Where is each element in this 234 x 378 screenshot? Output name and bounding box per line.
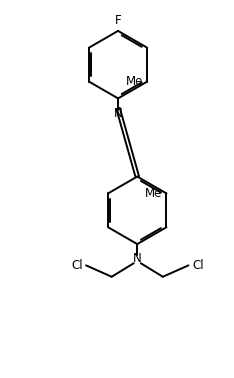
Text: N: N: [114, 107, 122, 120]
Text: Me: Me: [145, 187, 162, 200]
Text: Cl: Cl: [71, 259, 83, 272]
Text: Cl: Cl: [192, 259, 204, 272]
Text: Me: Me: [126, 75, 143, 88]
Text: N: N: [133, 253, 142, 265]
Text: F: F: [115, 14, 121, 26]
